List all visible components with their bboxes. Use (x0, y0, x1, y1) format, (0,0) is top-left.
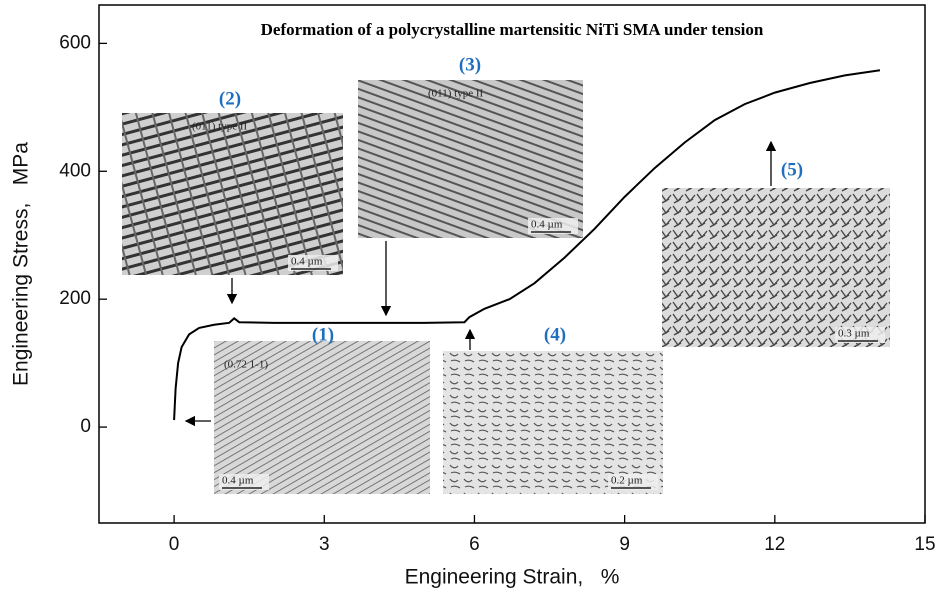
inset-label: (1) (312, 324, 334, 345)
x-tick-label: 9 (619, 534, 630, 555)
x-tick-label: 6 (469, 534, 480, 555)
scale-text: 0.4 µm (291, 256, 323, 268)
inset-note: (0.72 1-1) (224, 359, 268, 371)
x-tick-label: 12 (764, 534, 785, 555)
arrows (184, 140, 777, 427)
x-axis-label: Engineering Strain, % (405, 566, 620, 589)
micrograph (214, 341, 430, 494)
scale-text: 0.4 µm (531, 219, 563, 231)
x-tick-label: 3 (319, 534, 330, 555)
chart-title: Deformation of a polycrystalline martens… (261, 20, 764, 39)
scale-box (219, 474, 269, 490)
x-tick-label: 15 (914, 534, 935, 555)
y-tick-label: 200 (59, 288, 91, 309)
inset-note: (011) type II (428, 88, 484, 100)
scale-box (835, 327, 885, 343)
scale-text: 0.3 µm (838, 328, 870, 340)
scale-box (528, 218, 578, 234)
y-tick-label: 0 (80, 416, 91, 437)
inset-label: (2) (219, 88, 241, 109)
inset-note: (011) type II (192, 121, 248, 133)
scale-box (288, 255, 338, 271)
scale-text: 0.2 µm (611, 475, 643, 487)
micrograph (122, 113, 343, 275)
inset-label: (3) (459, 54, 481, 75)
y-tick-label: 600 (59, 32, 91, 53)
y-axis-label: Engineering Stress, MPa (10, 142, 33, 386)
micrograph (443, 351, 663, 494)
y-tick-label: 400 (59, 160, 91, 181)
x-tick-label: 0 (169, 534, 180, 555)
scale-text: 0.4 µm (222, 475, 254, 487)
curve (173, 69, 881, 421)
micrograph (358, 80, 583, 238)
scale-box (608, 474, 658, 490)
inset-label: (5) (781, 159, 803, 180)
micrograph (662, 188, 890, 347)
inset-label: (4) (544, 324, 566, 345)
plot-frame (98, 4, 926, 524)
